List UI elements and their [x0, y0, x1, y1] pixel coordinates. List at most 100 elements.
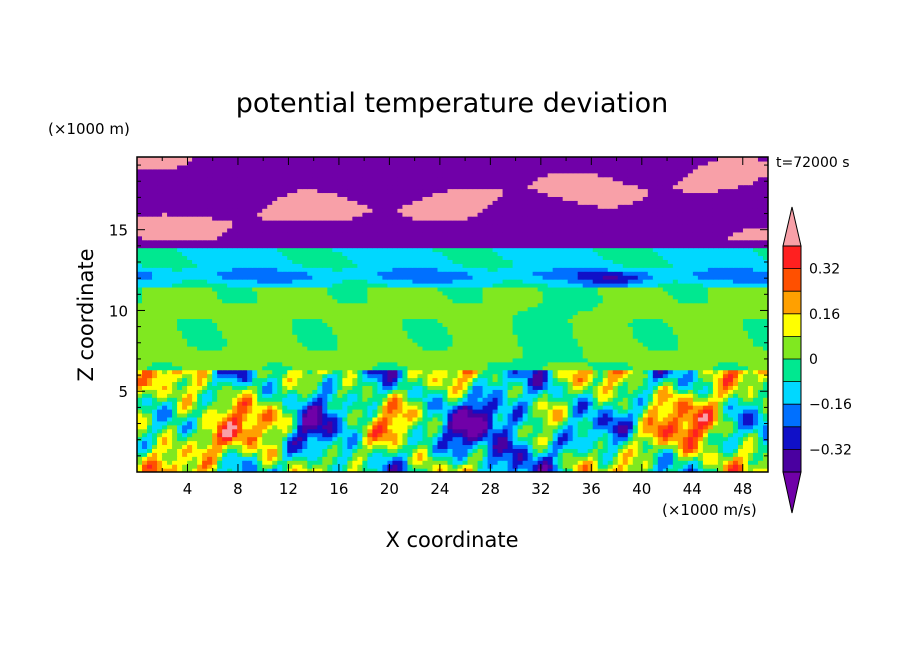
field-cell — [547, 436, 554, 442]
field-cell — [272, 349, 278, 355]
field-cell — [692, 432, 699, 438]
field-cell — [517, 314, 524, 320]
field-cell — [407, 460, 414, 465]
field-cell — [172, 393, 178, 398]
field-cell — [252, 334, 258, 339]
field-cell — [537, 444, 544, 449]
field-cell — [172, 468, 178, 472]
field-cell — [492, 377, 499, 383]
field-cell — [202, 464, 208, 469]
field-cell — [562, 432, 569, 438]
field-cell — [667, 330, 674, 335]
field-cell — [267, 326, 273, 331]
field-cell — [627, 401, 634, 406]
field-cell — [697, 409, 704, 414]
field-cell — [437, 420, 444, 426]
field-cell — [417, 389, 424, 394]
field-cell — [287, 334, 293, 339]
field-cell — [657, 444, 664, 449]
field-cell — [212, 397, 218, 402]
field-cell — [222, 381, 228, 386]
field-cell — [552, 436, 559, 442]
field-cell — [332, 440, 338, 446]
field-cell — [637, 361, 644, 367]
field-cell — [417, 460, 424, 465]
field-cell — [422, 440, 429, 446]
field-cell — [202, 381, 208, 386]
field-cell — [512, 338, 519, 343]
field-cell — [532, 369, 539, 375]
field-cell — [227, 338, 233, 343]
field-cell — [582, 318, 589, 323]
field-cell — [412, 444, 419, 449]
field-cell — [432, 428, 439, 434]
field-cell — [212, 346, 218, 351]
field-cell — [337, 393, 343, 398]
field-cell — [467, 365, 474, 371]
field-cell — [597, 326, 604, 331]
field-cell — [302, 334, 308, 339]
field-cell — [552, 357, 559, 363]
field-cell — [242, 440, 248, 446]
field-cell — [717, 389, 724, 394]
field-cell — [432, 401, 439, 406]
field-cell — [322, 456, 328, 461]
field-cell — [677, 456, 684, 461]
field-cell — [572, 409, 579, 414]
field-cell — [382, 405, 388, 410]
field-cell — [422, 342, 429, 347]
field-cell — [462, 448, 469, 453]
field-cell — [762, 397, 768, 402]
field-cell — [237, 361, 243, 367]
field-cell — [247, 464, 253, 469]
field-cell — [517, 349, 524, 355]
field-cell — [482, 389, 489, 394]
field-cell — [592, 318, 599, 323]
field-cell — [702, 456, 709, 461]
field-cell — [367, 377, 373, 383]
field-cell — [532, 405, 539, 410]
field-cell — [587, 432, 594, 438]
field-cell — [552, 342, 559, 347]
field-cell — [522, 440, 529, 446]
field-cell — [237, 397, 243, 402]
field-cell — [262, 322, 268, 327]
field-cell — [422, 322, 429, 327]
field-cell — [157, 338, 163, 343]
field-cell — [357, 334, 363, 339]
field-cell — [577, 401, 584, 406]
field-cell — [192, 401, 198, 406]
field-cell — [337, 397, 343, 402]
field-cell — [552, 412, 559, 418]
field-cell — [312, 365, 318, 371]
field-cell — [477, 448, 484, 453]
field-cell — [672, 365, 679, 371]
field-cell — [322, 334, 328, 339]
field-cell — [617, 448, 624, 453]
field-cell — [362, 365, 368, 371]
field-cell — [297, 318, 303, 323]
field-cell — [397, 346, 404, 351]
field-cell — [482, 326, 489, 331]
field-cell — [697, 349, 704, 355]
field-cell — [207, 353, 213, 359]
field-cell — [307, 436, 313, 442]
field-cell — [232, 389, 238, 394]
field-cell — [517, 338, 524, 343]
field-cell — [747, 346, 754, 351]
field-cell — [167, 322, 173, 327]
field-cell — [207, 314, 213, 320]
field-cell — [257, 342, 263, 347]
field-cell — [287, 428, 293, 434]
field-cell — [472, 452, 479, 457]
field-cell — [232, 432, 238, 438]
field-cell — [472, 416, 479, 422]
field-cell — [217, 373, 223, 379]
field-cell — [472, 338, 479, 343]
field-cell — [217, 318, 223, 323]
field-cell — [567, 338, 574, 343]
field-cell — [457, 448, 464, 453]
field-cell — [172, 361, 178, 367]
field-cell — [447, 420, 454, 426]
field-cell — [622, 385, 629, 390]
